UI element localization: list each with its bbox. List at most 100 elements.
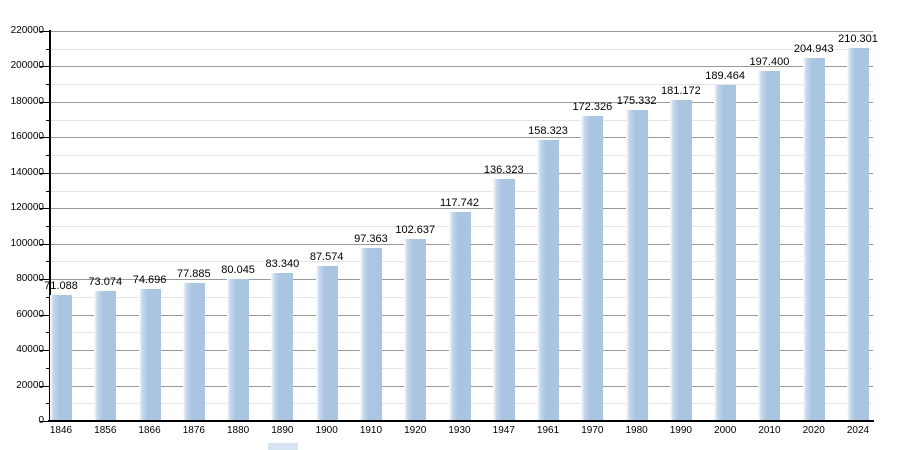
bar (847, 48, 869, 420)
y-tick-major (40, 172, 50, 174)
bar (758, 71, 781, 420)
bar (271, 273, 294, 420)
bar (714, 85, 737, 420)
y-tick-major (40, 101, 50, 103)
y-tick-label: 120000 (10, 202, 44, 214)
x-tick-label: 1856 (94, 425, 117, 436)
bar (537, 140, 560, 420)
x-tick-label: 2024 (846, 425, 870, 436)
y-tick-minor (46, 367, 50, 369)
x-tick-label: 1970 (581, 425, 604, 436)
bar-value-label: 158.323 (528, 125, 568, 138)
gridline-minor (50, 48, 873, 50)
bar-value-label: 197.400 (749, 56, 790, 69)
x-tick-label: 1890 (271, 425, 294, 436)
x-axis-line (48, 420, 874, 422)
gridline-minor (50, 119, 873, 121)
x-tick-label: 1930 (448, 425, 471, 436)
gridline-minor (50, 190, 873, 192)
x-tick-label: 1961 (536, 425, 560, 436)
bar-value-label: 83.340 (265, 258, 300, 271)
x-tick-label: 2000 (714, 425, 737, 436)
x-tick-label: 1910 (359, 425, 383, 436)
x-tick-label: 1876 (182, 425, 205, 436)
cropped-blue-fragment (268, 443, 298, 450)
y-tick-major (40, 66, 50, 68)
bar-value-label: 189.464 (705, 70, 746, 83)
y-tick-label: 160000 (10, 131, 44, 143)
bar-value-label: 80.045 (221, 264, 255, 277)
gridline-major (50, 101, 873, 103)
y-tick-major (40, 421, 50, 422)
bar (359, 248, 382, 420)
bar (448, 212, 471, 420)
y-tick-minor (46, 155, 50, 157)
y-axis-line (49, 30, 51, 421)
y-tick-major (40, 350, 50, 352)
x-tick-label: 2020 (802, 425, 825, 436)
y-tick-minor (46, 403, 50, 405)
bar-value-label: 73.074 (88, 276, 123, 289)
y-tick-major (40, 137, 50, 139)
bar-value-label: 117.742 (440, 197, 479, 210)
y-tick-label: 60000 (16, 308, 44, 320)
y-tick-minor (46, 226, 50, 227)
bar-value-label: 102.637 (395, 224, 436, 237)
y-tick-minor (46, 84, 50, 86)
bar (315, 265, 338, 420)
gridline-major (50, 208, 873, 210)
y-tick-major (40, 314, 50, 316)
x-tick-label: 1947 (492, 425, 515, 436)
bar-value-label: 204.943 (793, 42, 834, 55)
bar-value-label: 77.885 (177, 267, 211, 280)
gridline-minor (50, 155, 873, 157)
y-tick-major (40, 279, 50, 281)
x-tick-label: 1920 (404, 425, 427, 436)
y-tick-label: 0 (38, 415, 44, 426)
y-tick-label: 180000 (10, 95, 44, 107)
y-tick-minor (46, 48, 50, 50)
bar-value-label: 97.363 (354, 233, 388, 246)
y-tick-label: 100000 (10, 237, 44, 249)
gridline-minor (50, 84, 873, 86)
x-tick-label: 2010 (758, 425, 781, 436)
bar-value-label: 172.326 (572, 100, 613, 113)
y-tick-major (40, 385, 50, 387)
bar (227, 279, 250, 420)
y-tick-label: 20000 (16, 379, 44, 391)
bar (94, 291, 117, 420)
x-tick-label: 1990 (669, 425, 692, 436)
x-tick-label: 1846 (49, 425, 73, 436)
x-tick-label: 1866 (138, 425, 161, 436)
gridline-major (50, 31, 873, 32)
bar-value-label: 175.332 (616, 95, 657, 108)
y-tick-label: 220000 (10, 25, 44, 36)
bar (669, 99, 692, 420)
y-tick-major (40, 208, 50, 210)
bar (581, 115, 604, 420)
y-tick-minor (46, 119, 50, 121)
y-tick-label: 40000 (16, 344, 44, 356)
bar-value-label: 71.088 (44, 279, 78, 292)
bar-value-label: 136.323 (483, 164, 524, 177)
gridline-major (50, 66, 873, 68)
gridline-major (50, 172, 873, 174)
bar (625, 110, 648, 420)
y-tick-minor (46, 190, 50, 192)
bar (802, 57, 825, 420)
y-tick-major (40, 243, 50, 245)
bar-value-label: 74.696 (132, 273, 167, 286)
x-tick-label: 1880 (226, 425, 250, 436)
y-tick-minor (46, 332, 50, 334)
bar (138, 288, 161, 420)
bar (182, 282, 205, 420)
bar-value-label: 210.301 (838, 33, 878, 46)
y-tick-minor (46, 296, 50, 298)
y-tick-label: 140000 (10, 166, 44, 178)
x-tick-label: 1900 (315, 425, 338, 436)
y-tick-major (40, 31, 50, 32)
bar (492, 179, 515, 420)
bar (404, 239, 427, 420)
y-tick-label: 200000 (10, 60, 44, 72)
